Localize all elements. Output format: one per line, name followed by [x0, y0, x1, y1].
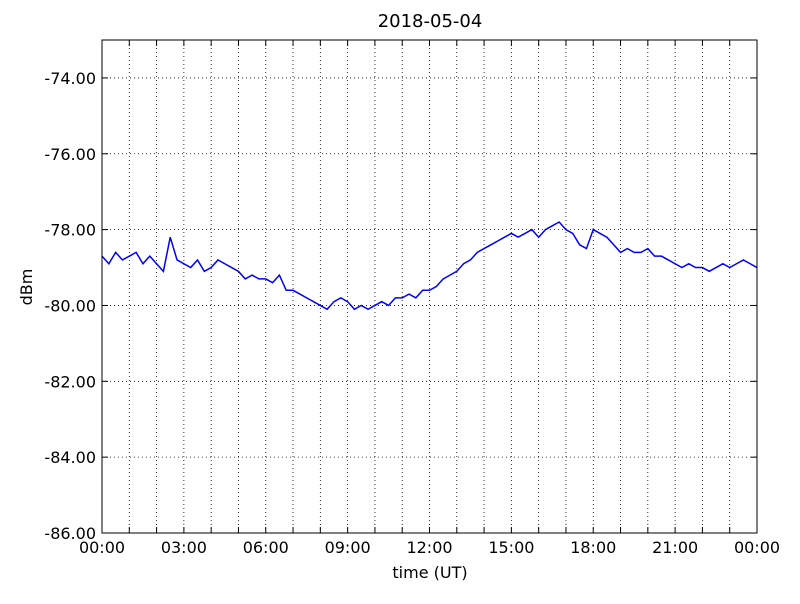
y-tick-label: -76.00 [44, 145, 96, 164]
y-tick-label: -74.00 [44, 69, 96, 88]
x-tick-label: 09:00 [325, 538, 371, 557]
x-tick-label: 18:00 [570, 538, 616, 557]
x-axis-label: time (UT) [392, 563, 467, 582]
y-axis-label: dBm [17, 269, 36, 306]
x-tick-label: 12:00 [406, 538, 452, 557]
chart-title: 2018-05-04 [378, 11, 483, 32]
x-tick-label: 00:00 [734, 538, 780, 557]
y-tick-label: -86.00 [44, 524, 96, 543]
x-tick-label: 21:00 [652, 538, 698, 557]
data-line [101, 221, 758, 311]
x-tick-label: 00:00 [79, 538, 125, 557]
y-tick-label: -82.00 [44, 372, 96, 391]
y-tick-label: -80.00 [44, 296, 96, 315]
y-tick-label: -84.00 [44, 448, 96, 467]
x-tick-label: 06:00 [243, 538, 289, 557]
plot-frame [101, 39, 758, 534]
y-tick-label: -78.00 [44, 221, 96, 240]
x-tick-label: 15:00 [488, 538, 534, 557]
x-tick-label: 03:00 [161, 538, 207, 557]
